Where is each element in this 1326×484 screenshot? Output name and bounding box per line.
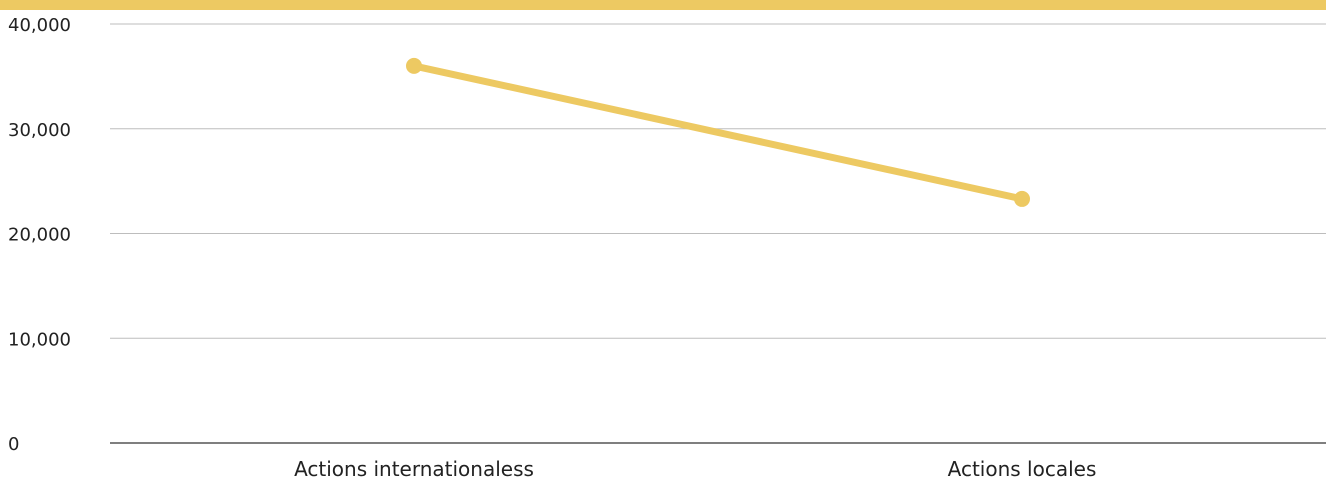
x-axis: Actions internationaless Actions locales <box>110 442 1326 481</box>
top-accent-band <box>0 0 1326 10</box>
x-tick-label: Actions internationaless <box>294 457 534 481</box>
y-tick-label: 20,000 <box>8 225 71 246</box>
y-tick-label: 10,000 <box>8 329 71 350</box>
y-axis-ticks: 0 10,000 20,000 30,000 40,000 <box>8 15 71 455</box>
series-layer <box>406 57 1030 207</box>
data-point <box>406 57 422 74</box>
y-tick-label: 40,000 <box>8 15 71 36</box>
y-tick-label: 30,000 <box>8 120 71 141</box>
y-tick-label: 0 <box>8 434 19 455</box>
series-line <box>410 62 1026 203</box>
gridlines <box>110 23 1326 339</box>
x-tick-label: Actions locales <box>948 457 1097 481</box>
data-point <box>1014 190 1030 207</box>
